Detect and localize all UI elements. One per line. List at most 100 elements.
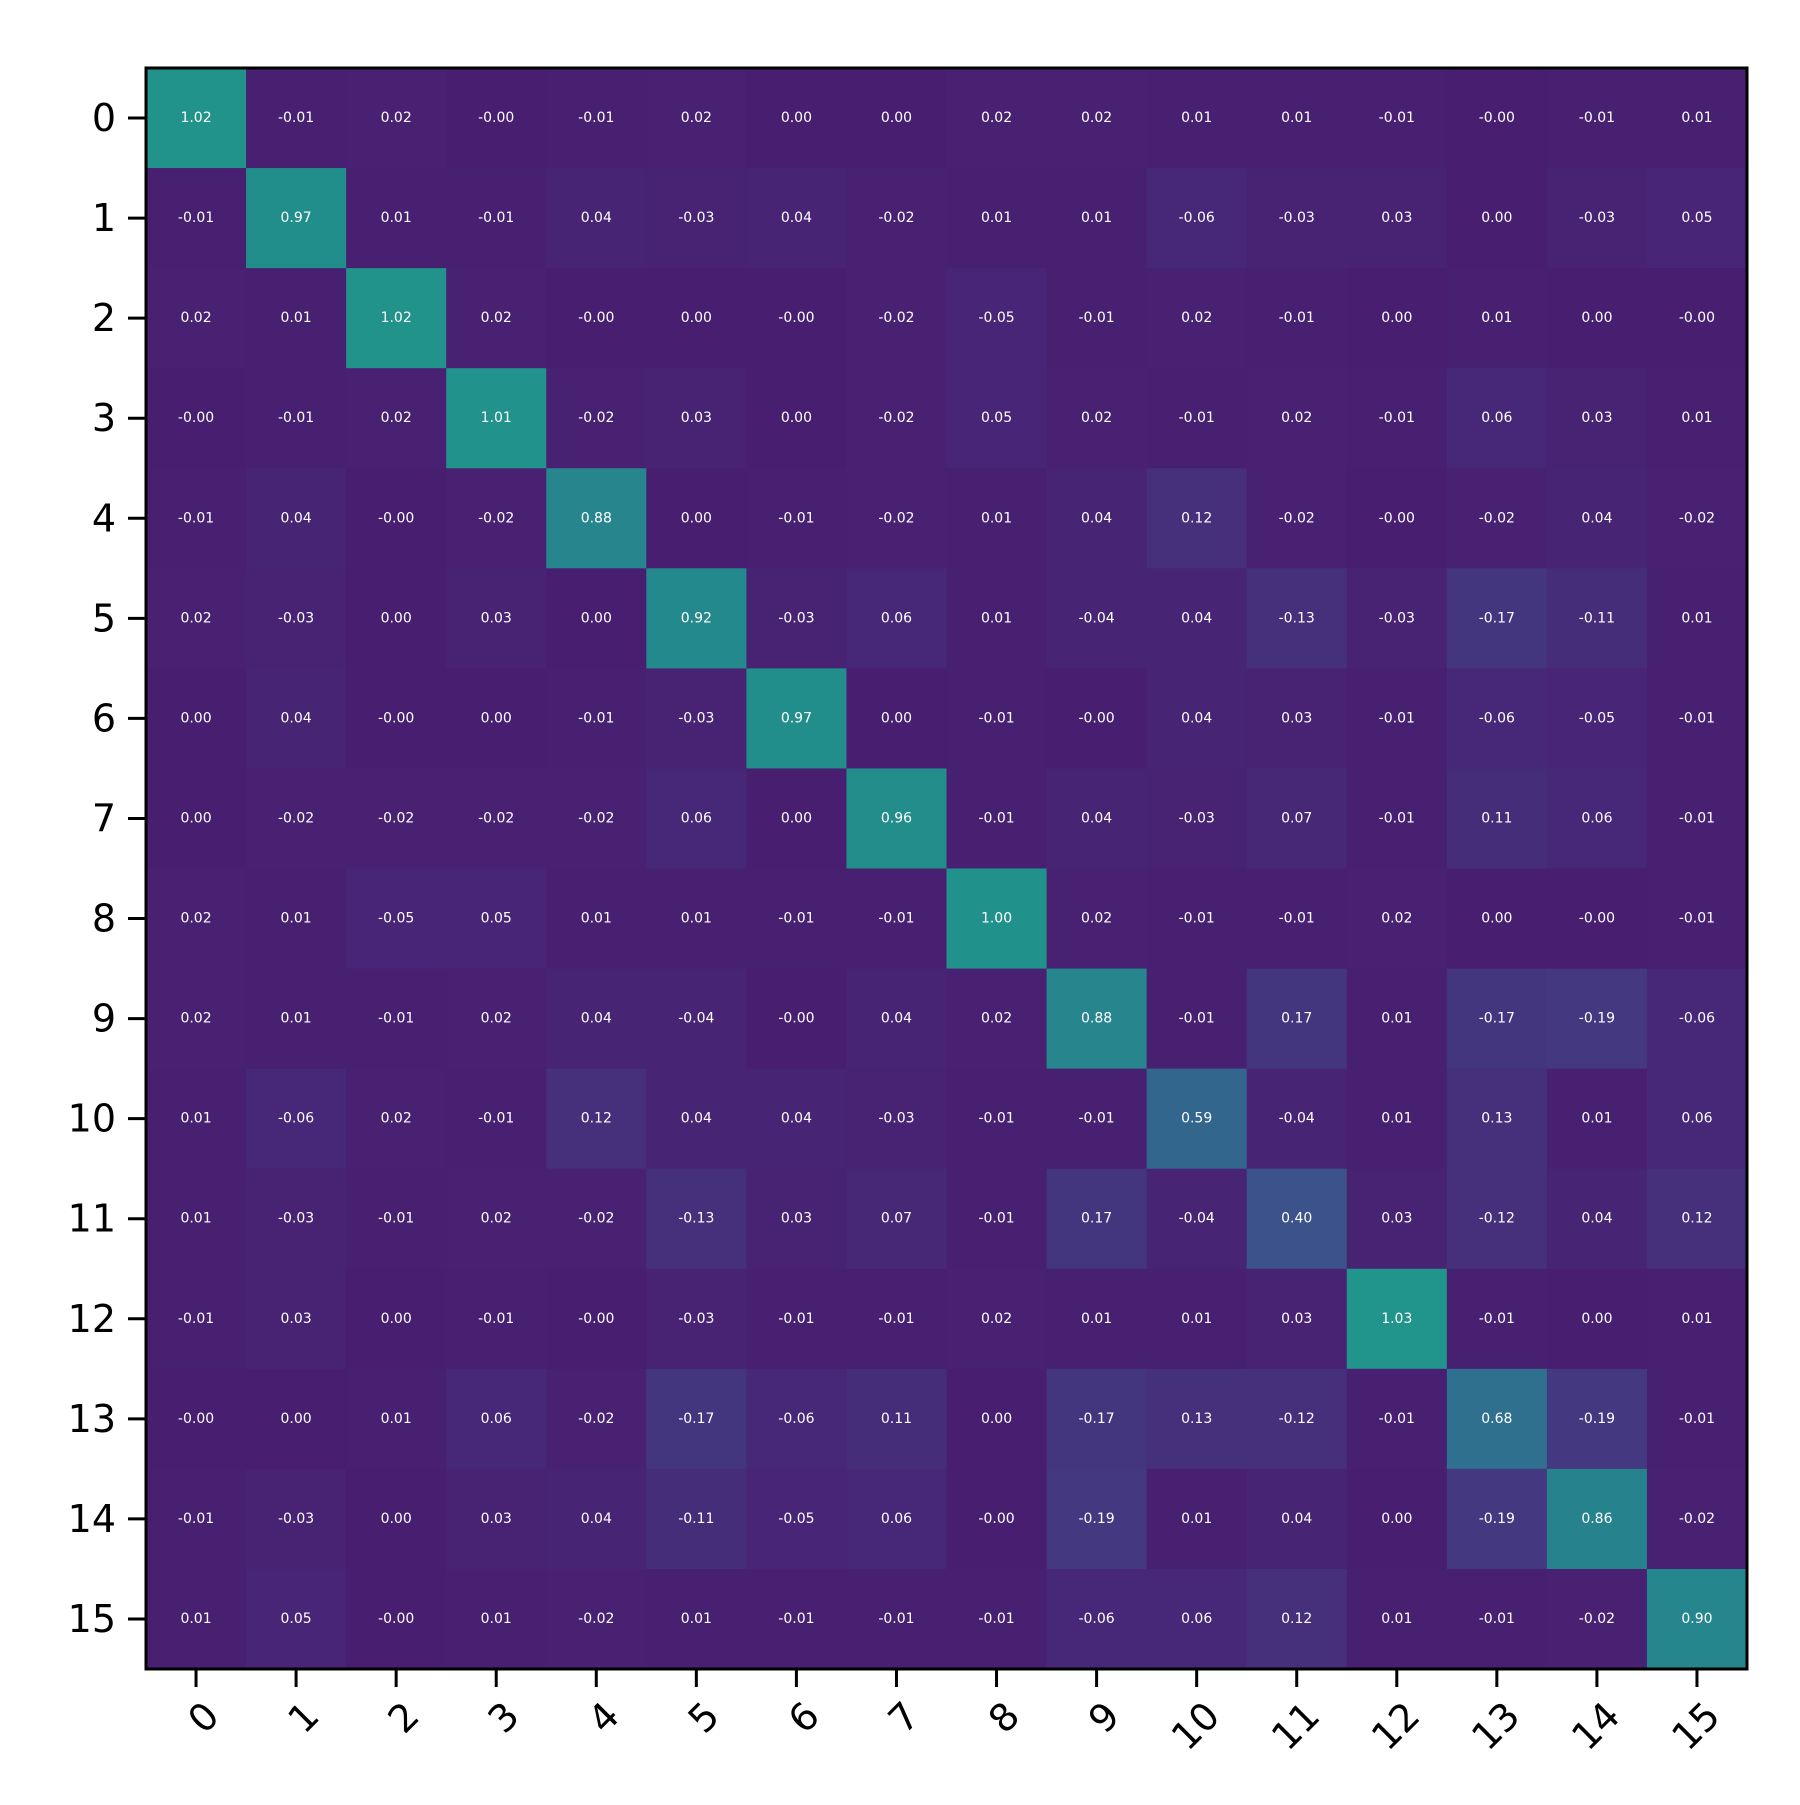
cell-value-label-r10-c9: -0.01 bbox=[1078, 1111, 1114, 1127]
cell-value-label-r5-c4: 0.00 bbox=[581, 610, 612, 626]
cell-value-label-r2-c5: 0.00 bbox=[681, 310, 712, 326]
cell-value-label-r3-c1: -0.01 bbox=[278, 410, 314, 426]
heatmap-cell-r5-c11 bbox=[1246, 568, 1348, 669]
cell-value-label-r1-c12: 0.03 bbox=[1381, 210, 1412, 226]
heatmap-cell-r13-c14 bbox=[1546, 1368, 1648, 1470]
heatmap-cell-r0-c7 bbox=[846, 68, 948, 169]
cell-value-label-r0-c14: -0.01 bbox=[1579, 110, 1615, 126]
heatmap-cell-r7-c0 bbox=[146, 768, 247, 870]
heatmap-cell-r7-c12 bbox=[1346, 768, 1448, 870]
cell-value-label-r13-c9: -0.17 bbox=[1078, 1411, 1114, 1427]
cell-value-label-r2-c1: 0.01 bbox=[281, 310, 312, 326]
heatmap-cell-r10-c14 bbox=[1546, 1068, 1648, 1170]
cell-value-label-r0-c9: 0.02 bbox=[1081, 110, 1112, 126]
heatmap-cell-r3-c11 bbox=[1246, 368, 1348, 469]
heatmap-cell-r1-c14 bbox=[1546, 168, 1648, 269]
heatmap-cell-r2-c11 bbox=[1246, 268, 1348, 369]
cell-value-label-r9-c12: 0.01 bbox=[1381, 1011, 1412, 1027]
heatmap-cell-r8-c9 bbox=[1046, 868, 1148, 970]
heatmap-cell-r12-c2 bbox=[346, 1268, 447, 1370]
heatmap-cell-r13-c7 bbox=[846, 1368, 948, 1470]
heatmap-cell-r0-c14 bbox=[1546, 68, 1648, 169]
cell-value-label-r14-c6: -0.05 bbox=[778, 1511, 814, 1527]
cell-value-label-r4-c1: 0.04 bbox=[281, 510, 312, 526]
cell-value-label-r1-c7: -0.02 bbox=[878, 210, 914, 226]
cell-value-label-r6-c8: -0.01 bbox=[978, 710, 1014, 726]
cell-value-label-r3-c8: 0.05 bbox=[981, 410, 1012, 426]
y-tick-label-10: 10 bbox=[68, 1097, 116, 1141]
heatmap-cell-r11-c8 bbox=[946, 1168, 1048, 1270]
heatmap-cell-r0-c2 bbox=[346, 68, 447, 169]
heatmap-cell-r9-c0 bbox=[146, 968, 247, 1070]
x-tick-label-15: 15 bbox=[1663, 1693, 1728, 1758]
cell-value-label-r4-c14: 0.04 bbox=[1581, 510, 1612, 526]
x-tick-label-2: 2 bbox=[380, 1693, 428, 1741]
heatmap-cell-r9-c13 bbox=[1446, 968, 1548, 1070]
heatmap-cell-r4-c15 bbox=[1646, 468, 1748, 569]
heatmap-cell-r9-c12 bbox=[1346, 968, 1448, 1070]
heatmap-cell-r14-c11 bbox=[1246, 1468, 1348, 1570]
heatmap-cell-r9-c5 bbox=[646, 968, 747, 1070]
heatmap-cell-r3-c8 bbox=[946, 368, 1048, 469]
heatmap-cell-r4-c1 bbox=[246, 468, 347, 569]
heatmap-cell-r2-c9 bbox=[1046, 268, 1148, 369]
heatmap-cell-r13-c10 bbox=[1146, 1368, 1248, 1470]
cell-value-label-r15-c10: 0.06 bbox=[1181, 1611, 1212, 1627]
heatmap-cell-r4-c0 bbox=[146, 468, 247, 569]
cell-value-label-r2-c4: -0.00 bbox=[578, 310, 614, 326]
cell-value-label-r14-c2: 0.00 bbox=[381, 1511, 412, 1527]
cell-value-label-r14-c0: -0.01 bbox=[178, 1511, 214, 1527]
cell-value-label-r9-c8: 0.02 bbox=[981, 1011, 1012, 1027]
cell-value-label-r7-c9: 0.04 bbox=[1081, 810, 1112, 826]
heatmap-cell-r15-c14 bbox=[1546, 1568, 1648, 1670]
cell-value-label-r2-c10: 0.02 bbox=[1181, 310, 1212, 326]
y-tick-label-3: 3 bbox=[92, 396, 116, 440]
heatmap-cell-r5-c0 bbox=[146, 568, 247, 669]
cell-value-label-r2-c11: -0.01 bbox=[1279, 310, 1315, 326]
cell-value-label-r10-c3: -0.01 bbox=[478, 1111, 514, 1127]
y-tick-label-4: 4 bbox=[92, 496, 116, 540]
cell-value-label-r12-c7: -0.01 bbox=[878, 1311, 914, 1327]
cell-value-label-r14-c4: 0.04 bbox=[581, 1511, 612, 1527]
heatmap-cell-r1-c4 bbox=[546, 168, 647, 269]
x-tick-label-13: 13 bbox=[1463, 1693, 1528, 1758]
heatmap-cell-r15-c2 bbox=[346, 1568, 447, 1670]
cell-value-label-r9-c13: -0.17 bbox=[1479, 1011, 1515, 1027]
cell-value-label-r3-c14: 0.03 bbox=[1581, 410, 1612, 426]
heatmap-cell-r2-c3 bbox=[446, 268, 547, 369]
cell-value-label-r13-c13: 0.68 bbox=[1481, 1411, 1512, 1427]
heatmap-cell-r11-c4 bbox=[546, 1168, 647, 1270]
x-tick-label-10: 10 bbox=[1163, 1693, 1228, 1758]
heatmap-cell-r2-c4 bbox=[546, 268, 647, 369]
cell-value-label-r4-c0: -0.01 bbox=[178, 510, 214, 526]
cell-value-label-r2-c3: 0.02 bbox=[481, 310, 512, 326]
cell-value-label-r11-c3: 0.02 bbox=[481, 1211, 512, 1227]
cell-value-label-r2-c14: 0.00 bbox=[1581, 310, 1612, 326]
cell-value-label-r7-c8: -0.01 bbox=[978, 810, 1014, 826]
cell-value-label-r2-c15: -0.00 bbox=[1679, 310, 1715, 326]
y-tick-label-15: 15 bbox=[68, 1597, 116, 1641]
cell-value-label-r7-c13: 0.11 bbox=[1481, 810, 1512, 826]
heatmap-cell-r4-c8 bbox=[946, 468, 1048, 569]
cell-value-label-r11-c10: -0.04 bbox=[1179, 1211, 1215, 1227]
heatmap-cell-r4-c6 bbox=[746, 468, 848, 569]
cell-value-label-r8-c3: 0.05 bbox=[481, 911, 512, 927]
cell-value-label-r7-c11: 0.07 bbox=[1281, 810, 1312, 826]
heatmap-cell-r14-c15 bbox=[1646, 1468, 1748, 1570]
cell-value-label-r14-c9: -0.19 bbox=[1078, 1511, 1114, 1527]
cell-value-label-r9-c2: -0.01 bbox=[378, 1011, 414, 1027]
heatmap-cell-r14-c12 bbox=[1346, 1468, 1448, 1570]
cell-value-label-r11-c12: 0.03 bbox=[1381, 1211, 1412, 1227]
cell-value-label-r7-c7: 0.96 bbox=[881, 810, 912, 826]
cell-value-label-r10-c12: 0.01 bbox=[1381, 1111, 1412, 1127]
heatmap-cell-r6-c8 bbox=[946, 668, 1048, 770]
cell-value-label-r8-c11: -0.01 bbox=[1279, 911, 1315, 927]
heatmap-cell-r10-c0 bbox=[146, 1068, 247, 1170]
heatmap-cell-r9-c15 bbox=[1646, 968, 1748, 1070]
heatmap-cell-r10-c10 bbox=[1146, 1068, 1248, 1170]
cell-value-label-r13-c12: -0.01 bbox=[1379, 1411, 1415, 1427]
heatmap-cell-r14-c9 bbox=[1046, 1468, 1148, 1570]
heatmap-cell-r12-c14 bbox=[1546, 1268, 1648, 1370]
heatmap-cell-r5-c6 bbox=[746, 568, 848, 669]
